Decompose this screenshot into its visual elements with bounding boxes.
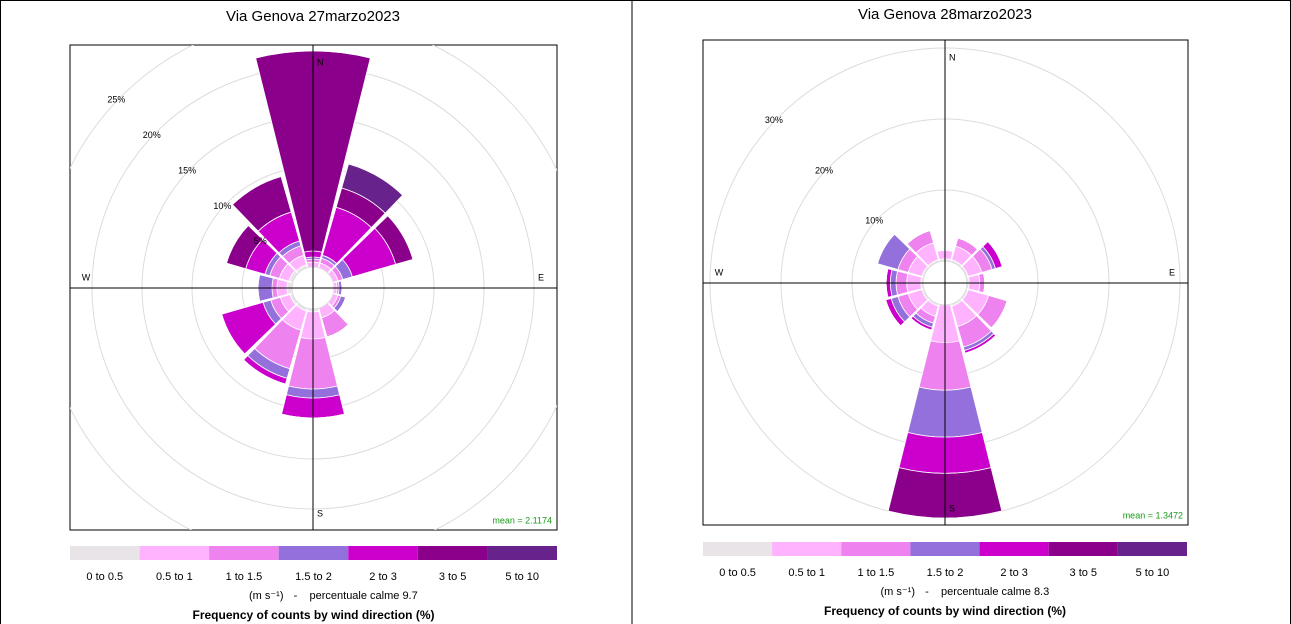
legend-swatch bbox=[70, 546, 140, 560]
r-tick-label: 20% bbox=[815, 165, 833, 175]
petal-segment bbox=[337, 297, 347, 312]
legend-swatch bbox=[487, 546, 557, 560]
compass-label: W bbox=[715, 267, 724, 277]
compass-label: N bbox=[317, 57, 324, 67]
petal-segment bbox=[232, 176, 282, 205]
compass-label: E bbox=[1169, 267, 1175, 277]
compass-label: S bbox=[949, 503, 955, 513]
separator: - bbox=[294, 590, 298, 602]
calm-label: percentuale calme 9.7 bbox=[310, 590, 418, 602]
petal-segment bbox=[221, 314, 245, 355]
legend-swatch bbox=[417, 546, 488, 560]
r-tick-label: 10% bbox=[865, 216, 883, 226]
r-tick-label: 25% bbox=[107, 95, 125, 105]
legend-label: 0.5 to 1 bbox=[156, 571, 193, 583]
r-tick-label: 15% bbox=[178, 165, 196, 175]
compass-label: W bbox=[82, 272, 91, 282]
petal-segment bbox=[226, 225, 249, 264]
petal-segment bbox=[885, 268, 889, 298]
separator: - bbox=[925, 586, 929, 598]
legend-swatch bbox=[348, 546, 418, 560]
petal-segment bbox=[255, 50, 371, 59]
legend-swatch bbox=[1048, 542, 1118, 556]
petal-segment bbox=[341, 163, 404, 214]
legend-swatch bbox=[139, 546, 210, 560]
legend-swatch bbox=[772, 542, 842, 556]
legend-label: 3 to 5 bbox=[1070, 567, 1098, 579]
r-tick-label: 20% bbox=[143, 130, 161, 140]
petal-segment bbox=[910, 317, 932, 331]
legend-title: Frequency of counts by wind direction (%… bbox=[824, 604, 1066, 618]
legend-label: 1.5 to 2 bbox=[295, 571, 332, 583]
mean-annotation: mean = 2.1174 bbox=[492, 515, 552, 525]
legend-label: 5 to 10 bbox=[505, 571, 539, 583]
legend-label: 0 to 0.5 bbox=[86, 571, 123, 583]
r-tick-label: 10% bbox=[213, 201, 231, 211]
legend-swatch bbox=[209, 546, 279, 560]
legend-swatch bbox=[841, 542, 911, 556]
plot bbox=[70, 45, 557, 530]
legend-label: 1 to 1.5 bbox=[858, 567, 895, 579]
mean-annotation: mean = 1.3472 bbox=[1123, 510, 1183, 520]
legend-swatch bbox=[979, 542, 1049, 556]
petal-segment bbox=[965, 335, 997, 354]
compass-label: S bbox=[317, 508, 323, 518]
compass-label: E bbox=[538, 272, 544, 282]
chart-title: Via Genova 28marzo2023 bbox=[858, 6, 1032, 23]
petal-segment bbox=[983, 273, 986, 293]
legend-label: 1.5 to 2 bbox=[927, 567, 964, 579]
calm-label: percentuale calme 8.3 bbox=[941, 586, 1049, 598]
legend-title: Frequency of counts by wind direction (%… bbox=[192, 608, 434, 622]
r-tick-label: 30% bbox=[765, 115, 783, 125]
plot bbox=[703, 40, 1188, 525]
units-label: (m s⁻¹) bbox=[249, 590, 284, 602]
legend-swatch bbox=[910, 542, 980, 556]
r-tick-label: 5% bbox=[254, 236, 267, 246]
legend-label: 1 to 1.5 bbox=[226, 571, 263, 583]
legend-label: 3 to 5 bbox=[439, 571, 467, 583]
legend-swatch bbox=[1117, 542, 1187, 556]
chart-title: Via Genova 27marzo2023 bbox=[226, 8, 400, 25]
legend-label: 5 to 10 bbox=[1136, 567, 1170, 579]
legend-label: 0 to 0.5 bbox=[719, 567, 756, 579]
legend-label: 2 to 3 bbox=[369, 571, 397, 583]
compass-label: N bbox=[949, 52, 956, 62]
legend-label: 0.5 to 1 bbox=[788, 567, 825, 579]
legend-swatch bbox=[278, 546, 349, 560]
units-label: (m s⁻¹) bbox=[880, 586, 915, 598]
legend-label: 2 to 3 bbox=[1000, 567, 1028, 579]
legend-swatch bbox=[703, 542, 773, 556]
